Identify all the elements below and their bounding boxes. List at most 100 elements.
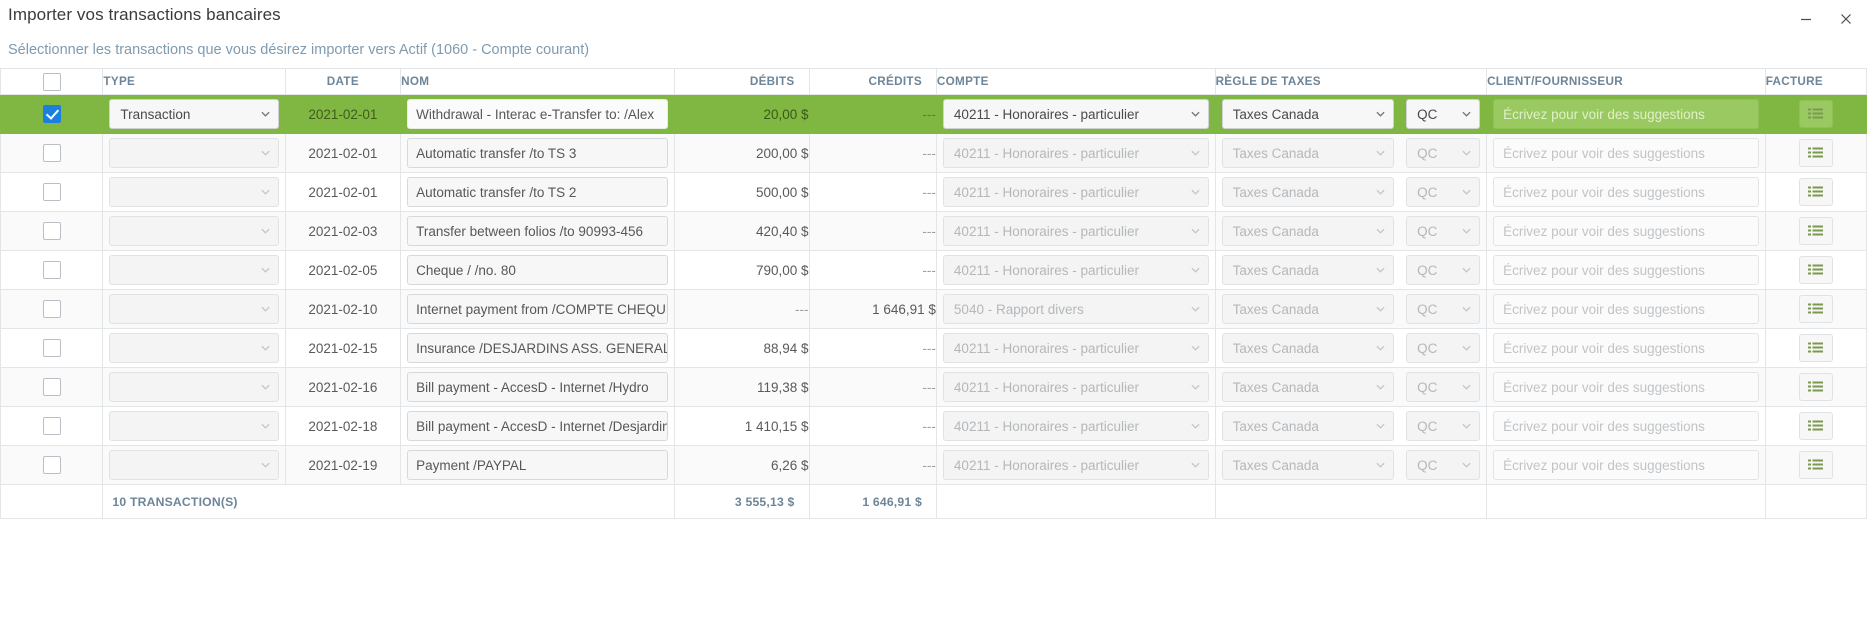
compte-select[interactable]: 40211 - Honoraires - particulier (942, 177, 1209, 207)
nom-input[interactable]: Bill payment - AccesD - Internet /Desjar… (407, 411, 668, 441)
row-taxes-cell[interactable]: Taxes Canada QC (1214, 289, 1488, 329)
minimize-icon[interactable] (1795, 8, 1817, 30)
compte-select[interactable]: 5040 - Rapport divers (942, 294, 1209, 324)
nom-input[interactable]: Automatic transfer /to TS 2 (407, 177, 668, 207)
table-row[interactable]: 2021-02-16 Bill payment - AccesD - Intern… (0, 367, 1867, 407)
row-client-cell[interactable]: Écrivez pour voir des suggestions (1486, 172, 1766, 212)
row-compte-cell[interactable]: 40211 - Honoraires - particulier (935, 328, 1216, 368)
type-select[interactable] (109, 450, 279, 480)
type-select[interactable] (109, 294, 279, 324)
nom-input[interactable]: Transfer between folios /to 90993-456 (407, 216, 668, 246)
tax-rule-select[interactable]: Taxes Canada (1221, 450, 1395, 480)
row-type-cell[interactable] (102, 328, 286, 368)
row-taxes-cell[interactable]: Taxes Canada QC (1214, 172, 1488, 212)
nom-input[interactable]: Bill payment - AccesD - Internet /Hydro (407, 372, 668, 402)
row-select-cell[interactable] (0, 367, 104, 407)
select-all-checkbox[interactable] (42, 72, 61, 91)
row-taxes-cell[interactable]: Taxes Canada QC (1214, 328, 1488, 368)
tax-rule-select[interactable]: Taxes Canada (1221, 255, 1395, 285)
row-client-cell[interactable]: Écrivez pour voir des suggestions (1486, 133, 1766, 173)
row-compte-cell[interactable]: 40211 - Honoraires - particulier (935, 367, 1216, 407)
row-taxes-cell[interactable]: Taxes Canada QC (1214, 367, 1488, 407)
facture-list-icon[interactable] (1798, 217, 1833, 245)
client-suggestion-input[interactable]: Écrivez pour voir des suggestions (1493, 450, 1759, 480)
row-nom-cell[interactable]: Bill payment - AccesD - Internet /Hydro (400, 367, 675, 407)
tax-province-select[interactable]: QC (1406, 411, 1481, 441)
tax-province-select[interactable]: QC (1406, 177, 1481, 207)
tax-province-select[interactable]: QC (1406, 450, 1481, 480)
row-type-cell[interactable] (102, 367, 286, 407)
row-client-cell[interactable]: Écrivez pour voir des suggestions (1486, 289, 1766, 329)
row-nom-cell[interactable]: Automatic transfer /to TS 3 (400, 133, 675, 173)
row-type-cell[interactable] (102, 289, 286, 329)
tax-province-select[interactable]: QC (1406, 372, 1481, 402)
type-select[interactable] (109, 372, 279, 402)
compte-select[interactable]: 40211 - Honoraires - particulier (942, 216, 1209, 246)
facture-list-icon[interactable] (1798, 256, 1833, 284)
nom-input[interactable]: Insurance /DESJARDINS ASS. GENERALE (407, 333, 668, 363)
row-type-cell[interactable] (102, 250, 286, 290)
row-taxes-cell[interactable]: Taxes Canada QC (1214, 406, 1488, 446)
table-row[interactable]: 2021-02-18 Bill payment - AccesD - Intern… (0, 406, 1867, 446)
row-client-cell[interactable]: Écrivez pour voir des suggestions (1486, 250, 1766, 290)
facture-list-icon[interactable] (1798, 334, 1833, 362)
row-client-cell[interactable]: Écrivez pour voir des suggestions (1486, 94, 1766, 134)
compte-select[interactable]: 40211 - Honoraires - particulier (942, 411, 1209, 441)
tax-rule-select[interactable]: Taxes Canada (1221, 333, 1395, 363)
row-type-cell[interactable] (102, 133, 286, 173)
type-select[interactable] (109, 138, 279, 168)
row-select-cell[interactable] (0, 211, 104, 251)
row-select-cell[interactable] (0, 133, 104, 173)
row-client-cell[interactable]: Écrivez pour voir des suggestions (1486, 406, 1766, 446)
row-taxes-cell[interactable]: Taxes Canada QC (1214, 211, 1488, 251)
row-nom-cell[interactable]: Bill payment - AccesD - Internet /Desjar… (400, 406, 675, 446)
tax-rule-select[interactable]: Taxes Canada (1221, 411, 1395, 441)
nom-input[interactable]: Automatic transfer /to TS 3 (407, 138, 668, 168)
tax-rule-select[interactable]: Taxes Canada (1221, 216, 1395, 246)
row-nom-cell[interactable]: Internet payment from /COMPTE CHEQUES (400, 289, 675, 329)
row-select-cell[interactable] (0, 94, 104, 134)
row-select-cell[interactable] (0, 328, 104, 368)
row-client-cell[interactable]: Écrivez pour voir des suggestions (1486, 367, 1766, 407)
row-nom-cell[interactable]: Insurance /DESJARDINS ASS. GENERALE (400, 328, 675, 368)
row-compte-cell[interactable]: 40211 - Honoraires - particulier (935, 406, 1216, 446)
compte-select[interactable]: 40211 - Honoraires - particulier (942, 333, 1209, 363)
tax-province-select[interactable]: QC (1406, 138, 1481, 168)
row-compte-cell[interactable]: 40211 - Honoraires - particulier (935, 94, 1216, 134)
client-suggestion-input[interactable]: Écrivez pour voir des suggestions (1493, 372, 1759, 402)
row-nom-cell[interactable]: Cheque / /no. 80 (400, 250, 675, 290)
compte-select[interactable]: 40211 - Honoraires - particulier (942, 372, 1209, 402)
client-suggestion-input[interactable]: Écrivez pour voir des suggestions (1493, 138, 1759, 168)
row-facture-cell[interactable] (1764, 445, 1867, 485)
tax-rule-select[interactable]: Taxes Canada (1221, 99, 1395, 129)
row-facture-cell[interactable] (1764, 328, 1867, 368)
table-row[interactable]: 2021-02-05 Cheque / /no. 80 790,00 $ --- 402… (0, 250, 1867, 290)
compte-select[interactable]: 40211 - Honoraires - particulier (942, 450, 1209, 480)
row-facture-cell[interactable] (1764, 250, 1867, 290)
row-nom-cell[interactable]: Withdrawal - Interac e-Transfer to: /Ale… (400, 94, 675, 134)
row-facture-cell[interactable] (1764, 133, 1867, 173)
nom-input[interactable]: Payment /PAYPAL (407, 450, 668, 480)
compte-select[interactable]: 40211 - Honoraires - particulier (942, 138, 1209, 168)
row-nom-cell[interactable]: Transfer between folios /to 90993-456 (400, 211, 675, 251)
row-compte-cell[interactable]: 40211 - Honoraires - particulier (935, 445, 1216, 485)
tax-rule-select[interactable]: Taxes Canada (1221, 372, 1395, 402)
client-suggestion-input[interactable]: Écrivez pour voir des suggestions (1493, 177, 1759, 207)
client-suggestion-input[interactable]: Écrivez pour voir des suggestions (1493, 294, 1759, 324)
row-checkbox[interactable] (42, 416, 61, 435)
facture-list-icon[interactable] (1798, 178, 1833, 206)
row-taxes-cell[interactable]: Taxes Canada QC (1214, 133, 1488, 173)
facture-list-icon[interactable] (1798, 373, 1833, 401)
tax-rule-select[interactable]: Taxes Canada (1221, 177, 1395, 207)
row-checkbox[interactable] (42, 182, 61, 201)
row-facture-cell[interactable] (1764, 406, 1867, 446)
client-suggestion-input[interactable]: Écrivez pour voir des suggestions (1493, 333, 1759, 363)
row-compte-cell[interactable]: 5040 - Rapport divers (935, 289, 1216, 329)
facture-list-icon[interactable] (1798, 451, 1833, 479)
facture-list-icon[interactable] (1798, 139, 1833, 167)
table-row[interactable]: Transaction 2021-02-01 Withdrawal - Intera… (0, 94, 1867, 134)
compte-select[interactable]: 40211 - Honoraires - particulier (942, 99, 1209, 129)
row-select-cell[interactable] (0, 406, 104, 446)
compte-select[interactable]: 40211 - Honoraires - particulier (942, 255, 1209, 285)
row-checkbox[interactable] (42, 455, 61, 474)
